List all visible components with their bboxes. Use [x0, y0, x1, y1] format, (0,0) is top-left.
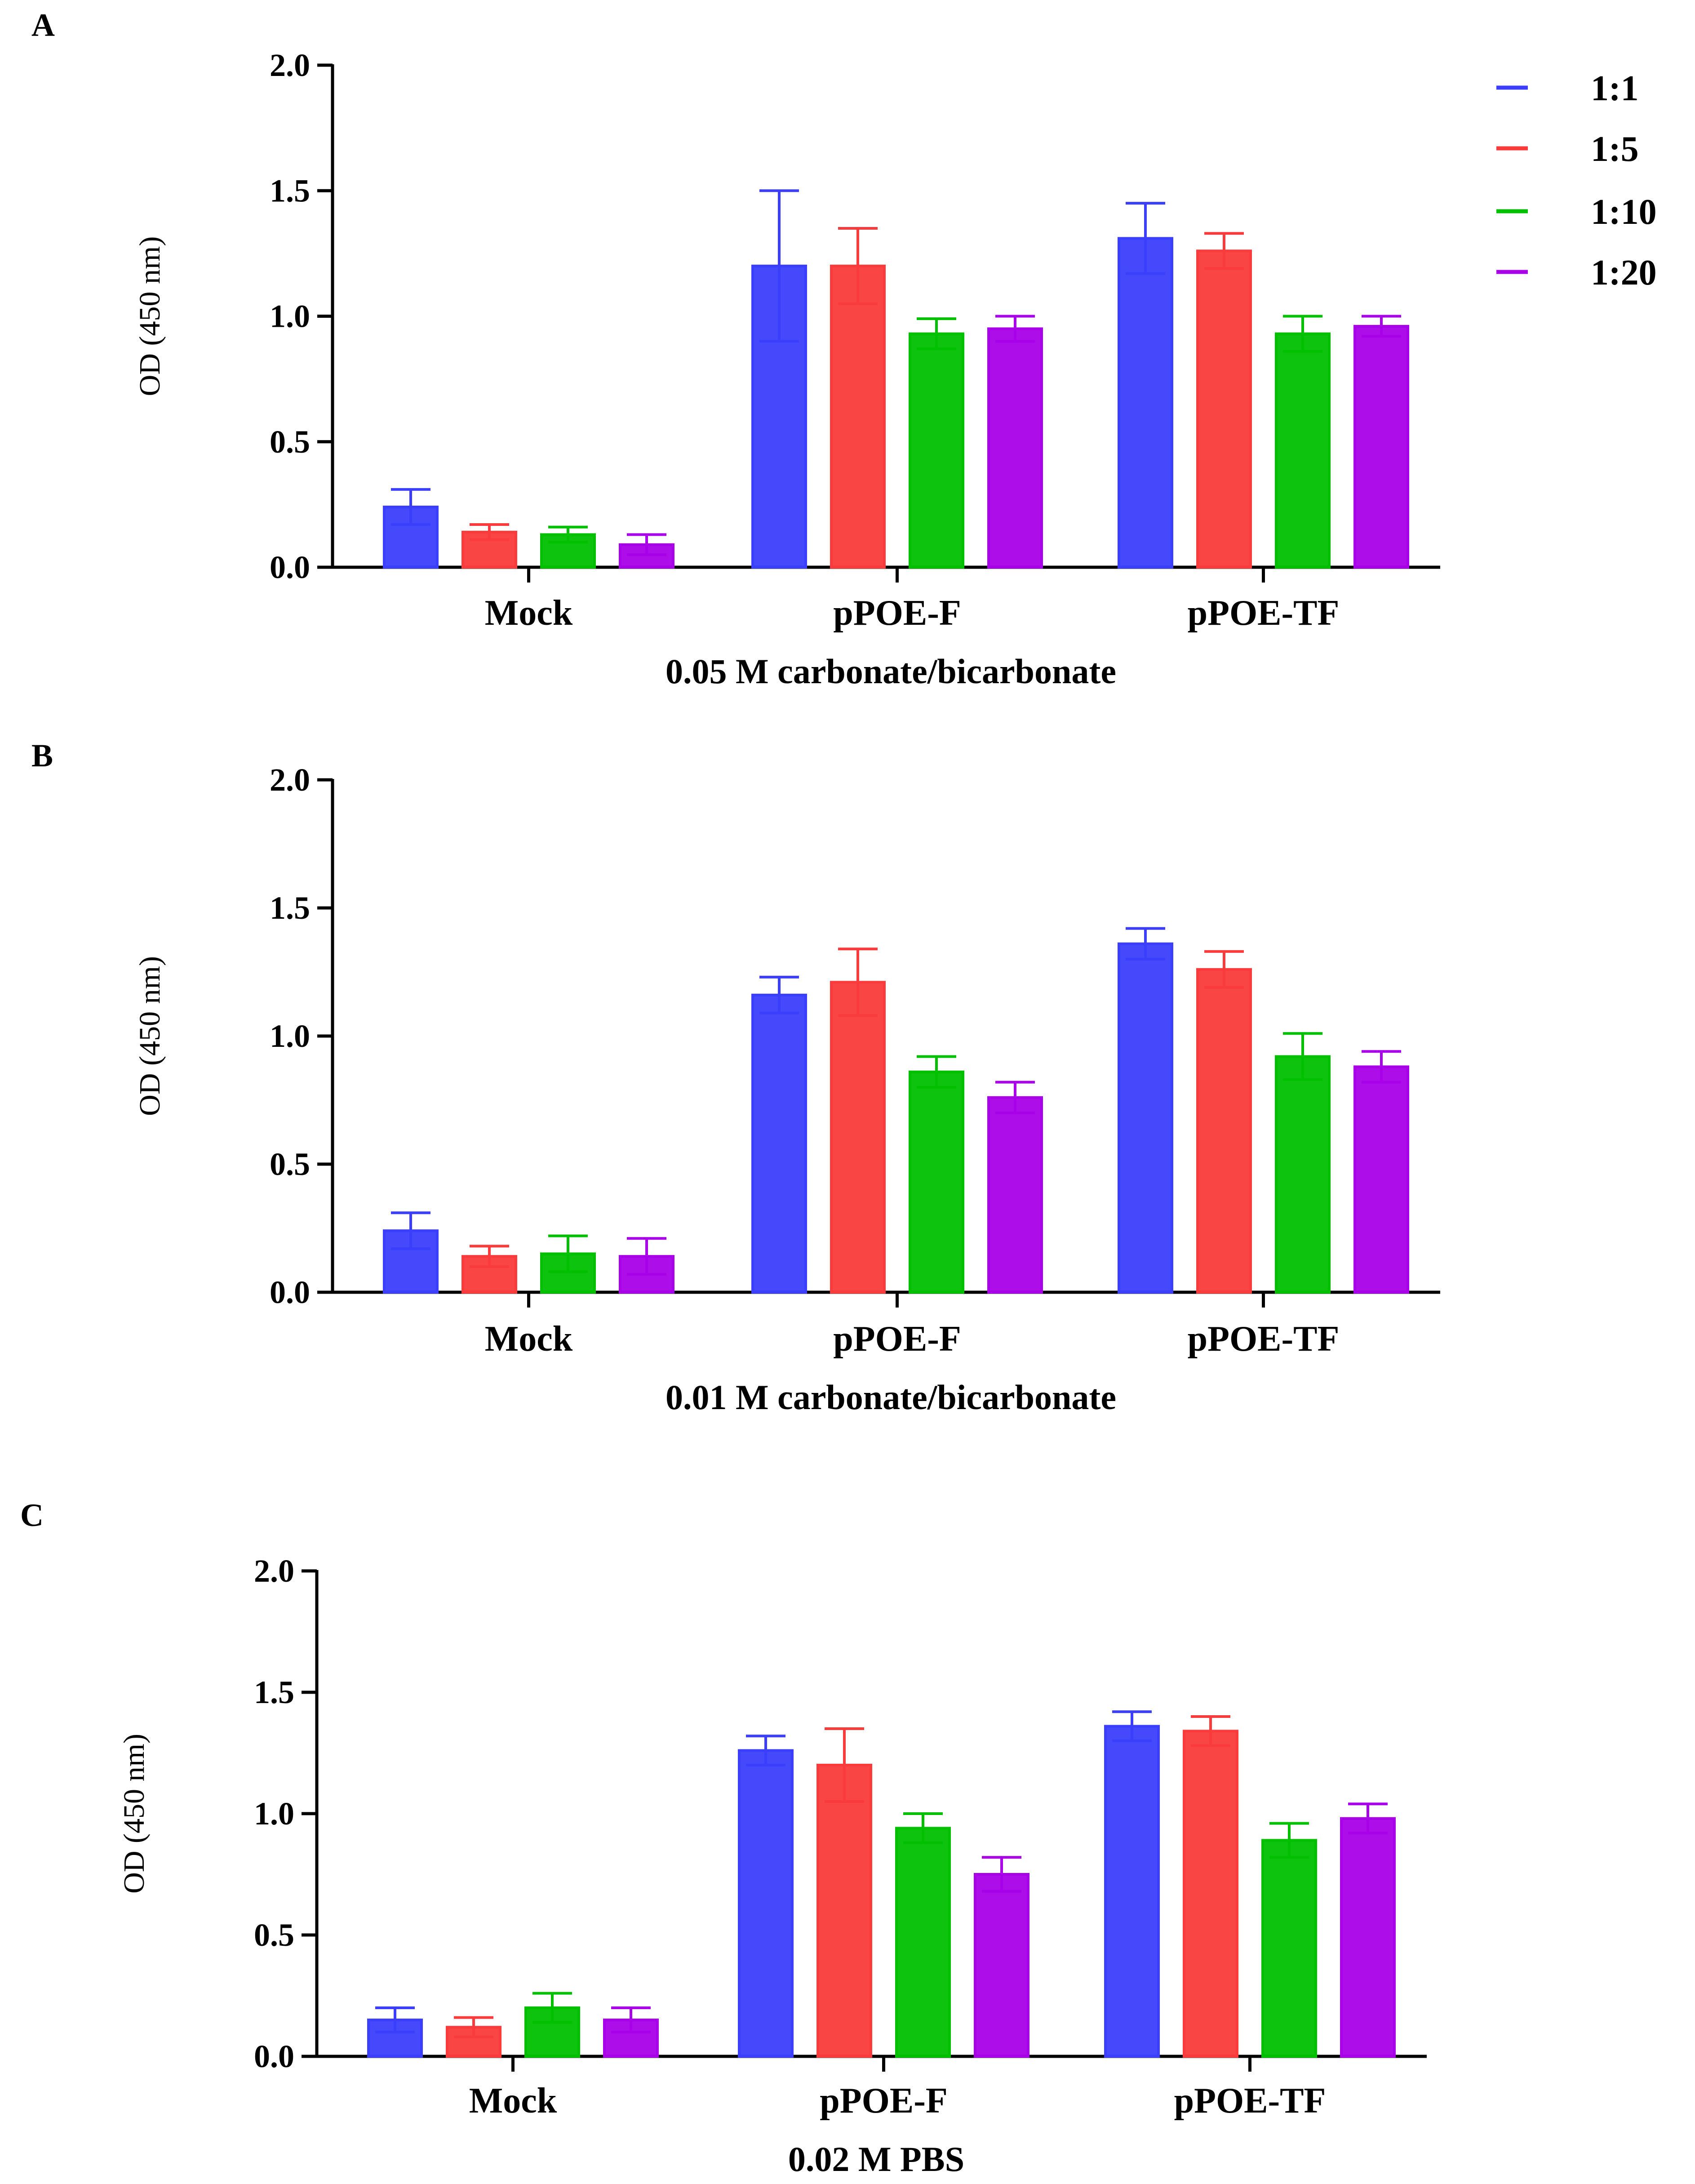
- x-axis-title: 0.01 M carbonate/bicarbonate: [666, 1378, 1116, 1417]
- y-tick-label: 0.0: [270, 549, 310, 585]
- bar-ppoe-tf-1-1: [1118, 942, 1173, 1294]
- bar-ppoe-tf-1-5: [1183, 1730, 1238, 2058]
- bar-ppoe-tf-1-10: [1275, 1055, 1331, 1294]
- y-axis-title: OD (450 nm): [133, 236, 166, 396]
- y-tick-label: 0.0: [270, 1274, 310, 1310]
- bar-ppoe-tf-1-10: [1261, 1839, 1317, 2058]
- y-tick-label: 1.5: [270, 890, 310, 926]
- panel-letter: C: [20, 1497, 44, 1533]
- bar-ppoe-f-1-20: [974, 1873, 1029, 2058]
- y-axis-title: OD (450 nm): [133, 956, 166, 1116]
- bar-ppoe-f-1-1: [751, 993, 807, 1294]
- x-tick-label: pPOE-F: [833, 593, 961, 633]
- legend-label: 1:10: [1591, 192, 1657, 232]
- x-tick-label: pPOE-TF: [1174, 2081, 1326, 2121]
- y-tick-label: 2.0: [270, 762, 310, 798]
- y-tick-label: 1.0: [270, 298, 310, 334]
- bar-ppoe-tf-1-20: [1353, 325, 1409, 569]
- x-tick-label: pPOE-F: [833, 1319, 961, 1359]
- bar-ppoe-f-1-1: [751, 264, 807, 569]
- panel-letter: A: [31, 7, 55, 43]
- legend-label: 1:5: [1591, 129, 1639, 169]
- y-tick-label: 2.0: [270, 47, 310, 83]
- chart-panel-b: B 0.0 0.5 1.0 1.5 2.0 OD (450 nm) Mock pPOE-F pPO…: [31, 738, 1440, 1417]
- bar-ppoe-f-1-5: [830, 264, 886, 569]
- bar-ppoe-tf-1-5: [1196, 968, 1252, 1294]
- bar-mock-1-20: [603, 2019, 659, 2058]
- legend-label: 1:20: [1591, 253, 1657, 293]
- bar-ppoe-tf-1-20: [1353, 1065, 1409, 1294]
- bar-ppoe-f-1-10: [909, 332, 964, 569]
- x-tick-label: pPOE-F: [820, 2081, 947, 2121]
- chart-panel-c: C 0.0 0.5 1.0 1.5 2.0 OD (450 nm) Mock pPOE-F pPO…: [20, 1497, 1427, 2179]
- bar-ppoe-tf-1-1: [1104, 1725, 1160, 2058]
- x-tick-label: Mock: [469, 2081, 557, 2121]
- bar-ppoe-tf-1-20: [1340, 1817, 1396, 2058]
- legend-label: 1:1: [1591, 69, 1639, 108]
- x-tick-label: Mock: [485, 1319, 573, 1359]
- x-tick-label: pPOE-TF: [1188, 1319, 1340, 1359]
- x-tick-label: Mock: [485, 593, 573, 633]
- bar-ppoe-tf-1-5: [1196, 249, 1252, 569]
- bar-ppoe-f-1-10: [895, 1827, 951, 2058]
- bar-mock-1-5: [446, 2026, 501, 2058]
- x-axis-title: 0.02 M PBS: [788, 2140, 964, 2179]
- panel-letter: B: [31, 738, 53, 774]
- bar-ppoe-f-1-10: [909, 1070, 964, 1294]
- y-tick-label: 0.5: [270, 1146, 310, 1182]
- y-tick-label: 1.0: [270, 1018, 310, 1054]
- y-tick-label: 1.5: [270, 173, 310, 209]
- bar-ppoe-f-1-5: [816, 1764, 872, 2058]
- bar-ppoe-f-1-5: [830, 981, 886, 1294]
- y-tick-label: 1.0: [254, 1796, 294, 1832]
- bar-ppoe-f-1-1: [738, 1749, 794, 2058]
- bar-ppoe-f-1-20: [987, 1096, 1043, 1294]
- y-tick-label: 0.5: [254, 1917, 294, 1953]
- bar-ppoe-tf-1-10: [1275, 332, 1331, 569]
- y-tick-label: 0.5: [270, 424, 310, 460]
- x-axis-title: 0.05 M carbonate/bicarbonate: [666, 652, 1116, 691]
- y-tick-label: 2.0: [254, 1553, 294, 1589]
- x-tick-label: pPOE-TF: [1188, 593, 1340, 633]
- y-tick-label: 0.0: [254, 2038, 294, 2074]
- y-tick-label: 1.5: [254, 1674, 294, 1710]
- y-axis-title: OD (450 nm): [118, 1734, 151, 1894]
- legend: 1:1 1:5 1:10 1:20: [1496, 69, 1657, 293]
- chart-panel-a: A 0.0 0.5 1.0 1.5 2.0 OD (450 nm) Mock pPOE-F pPO…: [31, 7, 1440, 691]
- bar-ppoe-tf-1-1: [1118, 237, 1173, 569]
- bar-ppoe-f-1-20: [987, 327, 1043, 569]
- bar-mock-1-1: [383, 1229, 439, 1294]
